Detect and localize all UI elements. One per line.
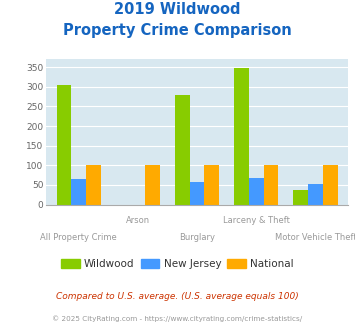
Text: 2019 Wildwood: 2019 Wildwood — [114, 2, 241, 16]
Bar — [249, 178, 264, 205]
Bar — [71, 180, 86, 205]
Bar — [204, 165, 219, 205]
Text: Arson: Arson — [126, 216, 150, 225]
Bar — [175, 95, 190, 205]
Bar — [145, 165, 160, 205]
Bar — [234, 68, 249, 205]
Legend: Wildwood, New Jersey, National: Wildwood, New Jersey, National — [57, 254, 298, 273]
Bar — [308, 184, 323, 205]
Text: Property Crime Comparison: Property Crime Comparison — [63, 23, 292, 38]
Text: © 2025 CityRating.com - https://www.cityrating.com/crime-statistics/: © 2025 CityRating.com - https://www.city… — [53, 315, 302, 322]
Bar — [323, 165, 338, 205]
Bar — [263, 165, 278, 205]
Bar — [86, 165, 101, 205]
Text: All Property Crime: All Property Crime — [40, 233, 117, 242]
Text: Motor Vehicle Theft: Motor Vehicle Theft — [274, 233, 355, 242]
Text: Burglary: Burglary — [179, 233, 215, 242]
Bar — [293, 190, 308, 205]
Text: Larceny & Theft: Larceny & Theft — [223, 216, 290, 225]
Text: Compared to U.S. average. (U.S. average equals 100): Compared to U.S. average. (U.S. average … — [56, 292, 299, 301]
Bar — [56, 85, 71, 205]
Bar — [190, 182, 204, 205]
